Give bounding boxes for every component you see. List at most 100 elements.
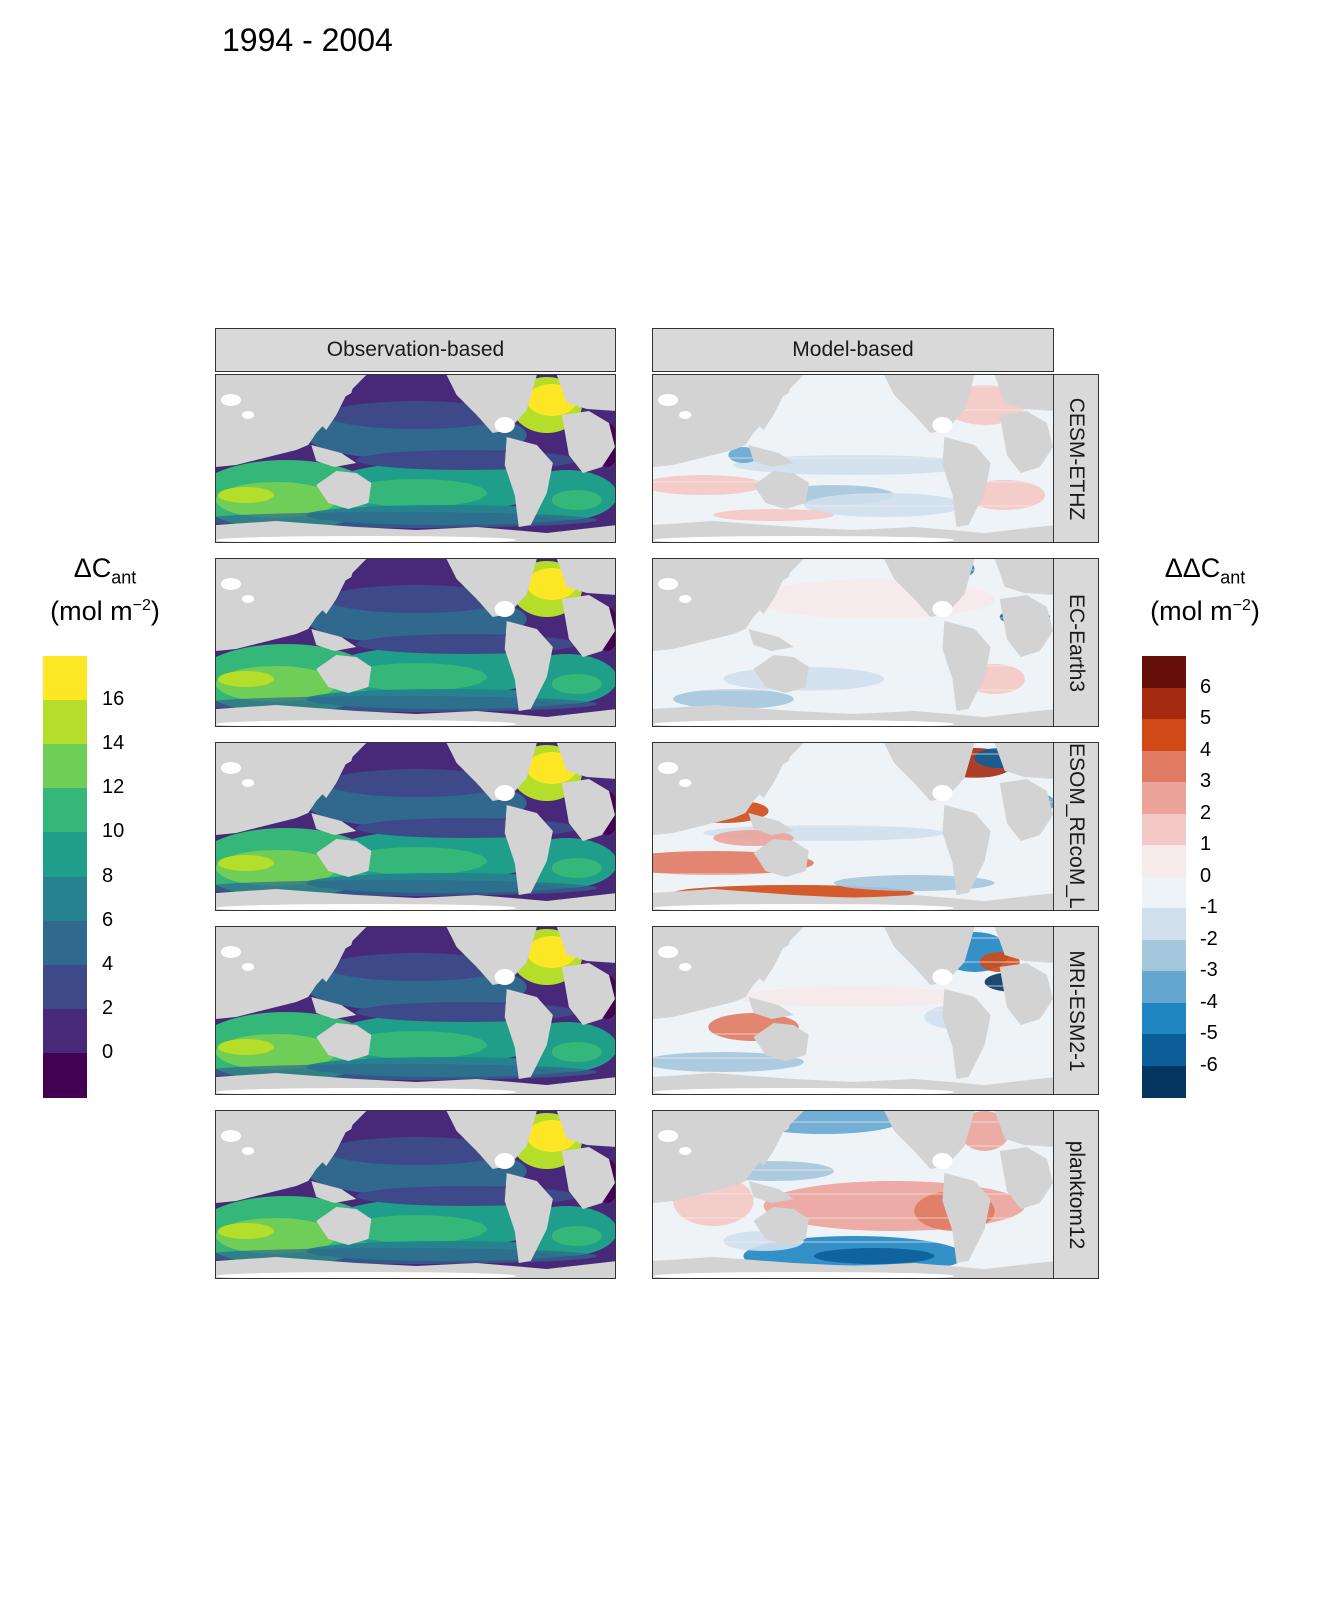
legend-right-swatch xyxy=(1142,939,1186,972)
landmass xyxy=(556,375,615,411)
landmass xyxy=(446,375,537,433)
legend-right-unit-end: ) xyxy=(1250,595,1260,626)
legend-right-tick-label: -3 xyxy=(1200,959,1218,981)
ice-patch xyxy=(653,720,955,726)
field-band xyxy=(326,953,507,981)
legend-left-swatch xyxy=(43,964,87,1010)
map-panel-model xyxy=(652,558,1054,727)
legend-right-swatch xyxy=(1142,719,1186,752)
landmass xyxy=(753,743,804,798)
landmass xyxy=(753,1023,809,1061)
landmass xyxy=(748,445,794,467)
ice-patch xyxy=(932,417,953,433)
landmass xyxy=(556,559,615,595)
ice-patch xyxy=(653,1088,955,1094)
landmass xyxy=(753,927,804,982)
landmass xyxy=(884,743,975,801)
landmass xyxy=(753,839,809,877)
ice-patch xyxy=(494,1153,515,1169)
landmass xyxy=(556,1111,615,1147)
ice-patch xyxy=(653,904,955,910)
landmass xyxy=(561,779,615,841)
legend-left-tick-label: 10 xyxy=(102,820,125,843)
legend-right-swatch xyxy=(1142,1065,1186,1098)
legend-left-tick-label: 6 xyxy=(102,908,114,931)
landmass xyxy=(994,1111,1053,1147)
landmass xyxy=(316,471,372,509)
anomaly-patch xyxy=(813,1045,955,1069)
legend-left-swatch xyxy=(43,832,87,878)
legend-right-subscript: ant xyxy=(1220,567,1246,588)
landmass xyxy=(561,1147,615,1209)
field-band xyxy=(218,671,275,687)
landmass xyxy=(994,743,1053,779)
map-panel-observation xyxy=(215,1110,616,1279)
row-label-strip: CESM-ETHZ xyxy=(1053,374,1099,543)
landmass xyxy=(316,743,367,798)
ice-patch xyxy=(653,536,955,542)
legend-right-tick-label: 2 xyxy=(1200,801,1212,824)
map-svg xyxy=(653,927,1053,1094)
landmass xyxy=(994,559,1053,595)
legend-right-tick-label: 5 xyxy=(1200,707,1212,729)
field-band xyxy=(326,1137,507,1165)
landmass xyxy=(311,445,357,467)
anomaly-patch xyxy=(803,493,965,517)
row-label-strip: MRI-ESM2-1 xyxy=(1053,926,1099,1095)
grid-band xyxy=(653,409,1053,411)
landmass xyxy=(504,805,553,895)
grid-band xyxy=(653,937,1053,939)
map-panel-model xyxy=(652,742,1054,911)
row-label-strip: EC-Earth3 xyxy=(1053,558,1099,727)
ice-patch xyxy=(242,1147,255,1155)
ice-patch xyxy=(216,720,517,726)
ice-patch xyxy=(679,411,692,419)
ice-patch xyxy=(242,411,255,419)
ice-patch xyxy=(932,785,953,801)
legend-right-swatch xyxy=(1142,971,1186,1004)
landmass xyxy=(753,375,804,430)
landmass xyxy=(942,989,991,1079)
field-band xyxy=(346,663,487,691)
anomaly-patch xyxy=(713,509,834,521)
field-band xyxy=(218,487,275,503)
landmass xyxy=(556,743,615,779)
landmass xyxy=(316,927,367,982)
field-band xyxy=(326,401,507,429)
grid-band xyxy=(653,1033,1053,1035)
landmass xyxy=(942,621,991,711)
ice-patch xyxy=(242,595,255,603)
map-svg xyxy=(216,927,615,1094)
ice-patch xyxy=(658,394,679,406)
map-panel-model xyxy=(652,374,1054,543)
legend-left-tick-label: 0 xyxy=(102,1040,114,1063)
grid-band xyxy=(653,1057,1053,1059)
row-label: FESOM_REcoM_LR xyxy=(1065,742,1088,911)
row-label-strip: FESOM_REcoM_LR xyxy=(1053,742,1099,911)
landmass xyxy=(884,375,975,433)
legend-right-unit: (mol m xyxy=(1150,595,1233,626)
ice-patch xyxy=(494,601,515,617)
ice-patch xyxy=(679,1147,692,1155)
landmass xyxy=(753,655,809,693)
landmass xyxy=(561,595,615,657)
map-panel-observation xyxy=(215,926,616,1095)
ice-patch xyxy=(221,946,242,958)
landmass xyxy=(316,375,367,430)
legend-right-tick-label: 4 xyxy=(1200,738,1212,761)
ice-patch xyxy=(658,946,679,958)
legend-left-tick-label: 12 xyxy=(102,776,125,799)
legend-left-swatch xyxy=(43,744,87,789)
ice-patch xyxy=(216,904,517,910)
legend-left-swatch xyxy=(43,920,87,966)
landmass xyxy=(504,989,553,1079)
ice-patch xyxy=(221,762,242,774)
grid-band xyxy=(653,1241,1053,1243)
grid-band xyxy=(653,873,1053,875)
field-band xyxy=(218,1039,275,1055)
legend-right-swatch xyxy=(1142,845,1186,878)
grid-band xyxy=(653,593,1053,595)
landmass xyxy=(446,743,537,801)
figure-title: 1994 - 2004 xyxy=(222,22,393,58)
map-panel-model xyxy=(652,926,1054,1095)
